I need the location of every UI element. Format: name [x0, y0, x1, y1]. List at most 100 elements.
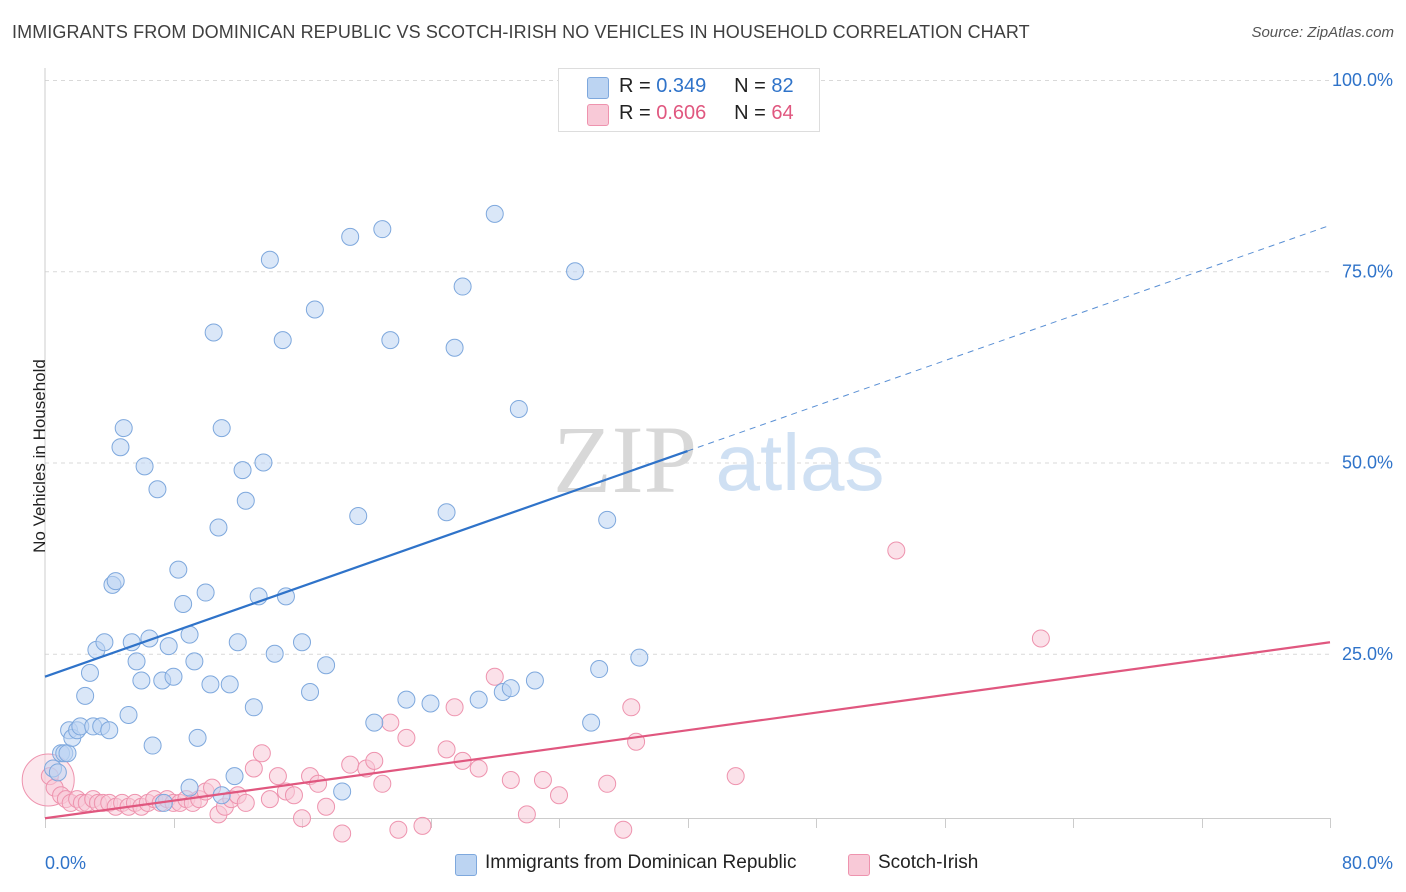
scotch-irish-point — [309, 774, 328, 793]
r-value: 0.349 — [656, 75, 707, 97]
dominican-republic-point — [174, 595, 193, 614]
dominican-republic-point — [373, 220, 392, 239]
scotch-irish-point — [598, 774, 617, 793]
dominican-republic-point — [48, 763, 67, 782]
dominican-republic-point — [127, 652, 146, 671]
axes — [44, 68, 1331, 828]
dominican-republic-point — [135, 457, 154, 476]
dominican-republic-point — [305, 300, 324, 319]
dominican-republic-point — [185, 652, 204, 671]
dominican-republic-point — [80, 663, 99, 682]
dominican-republic-point — [228, 633, 247, 652]
dominican-republic-point — [143, 736, 162, 755]
dominican-republic-point — [58, 744, 77, 763]
dominican-republic-point — [349, 507, 368, 526]
dominican-republic-point — [140, 629, 159, 648]
dominican-republic-point — [381, 331, 400, 350]
dominican-republic-point — [169, 560, 188, 579]
scotch-irish-point — [726, 767, 745, 786]
dominican-republic-point — [180, 778, 199, 797]
dominican-republic-point — [209, 518, 228, 537]
scotch-irish-point — [252, 744, 271, 763]
dominican-republic-point — [445, 338, 464, 357]
dominican-republic-point — [233, 461, 252, 480]
trend-lines — [44, 224, 1331, 820]
scotch-irish-point — [533, 770, 552, 789]
scotch-irish-point — [381, 713, 400, 732]
dominican-republic-point — [188, 728, 207, 747]
blue-swatch — [587, 77, 609, 99]
scotch-irish-point — [365, 751, 384, 770]
dominican-republic-point — [159, 637, 178, 656]
dominican-republic-point — [273, 331, 292, 350]
dominican-republic-point — [437, 503, 456, 522]
dominican-republic-point — [100, 721, 119, 740]
scotch-irish-point — [413, 816, 432, 835]
scotch-irish-point — [485, 667, 504, 686]
scotch-irish-point — [887, 541, 906, 560]
n-label: N = — [734, 102, 772, 124]
watermark: ZIP atlas — [553, 406, 884, 513]
scotch-irish-point — [260, 790, 279, 809]
scotch-irish-point — [268, 767, 287, 786]
dominican-republic-point — [525, 671, 544, 690]
dominican-republic-point — [598, 510, 617, 529]
dominican-republic-trend-line — [44, 449, 688, 678]
blue-swatch — [455, 854, 477, 876]
scotch-irish-trend-line — [44, 641, 1331, 820]
dominican-republic-point — [265, 644, 284, 663]
scotch-irish-point — [284, 786, 303, 805]
dominican-republic-point — [630, 648, 649, 667]
dominican-republic-point — [196, 583, 215, 602]
dominican-republic-point — [582, 713, 601, 732]
dominican-republic-point — [397, 690, 416, 709]
r-label: R = — [619, 102, 657, 124]
dominican-republic-point — [132, 671, 151, 690]
scotch-irish-point — [614, 820, 633, 839]
dominican-republic-point — [590, 660, 609, 679]
dominican-republic-point — [317, 656, 336, 675]
dominican-republic-point — [276, 587, 295, 606]
scotch-irish-point — [317, 797, 336, 816]
scotch-irish-point — [517, 805, 536, 824]
dominican-republic-point — [244, 698, 263, 717]
dominican-republic-point — [106, 572, 125, 591]
dominican-republic-point — [148, 480, 167, 499]
dominican-republic-point — [501, 679, 520, 698]
scotch-irish-point — [1031, 629, 1050, 648]
scotch-irish-point — [373, 774, 392, 793]
dominican-republic-point — [566, 262, 585, 281]
n-value: 82 — [771, 75, 794, 97]
scotch-irish-point — [341, 755, 360, 774]
dominican-republic-point — [453, 277, 472, 296]
x-tick-label: 0.0% — [45, 853, 86, 873]
pink-swatch — [848, 854, 870, 876]
dominican-republic-point — [509, 399, 528, 418]
scotch-irish-point — [469, 759, 488, 778]
scotch-irish-point — [333, 824, 352, 843]
scotch-irish-point — [397, 728, 416, 747]
dominican-republic-point — [201, 675, 220, 694]
dominican-republic-trend-extension — [687, 224, 1331, 452]
pink-swatch — [587, 104, 609, 126]
legend-label: Immigrants from Dominican Republic — [485, 852, 797, 873]
scotch-irish-point — [445, 698, 464, 717]
chart-title: IMMIGRANTS FROM DOMINICAN REPUBLIC VS SC… — [12, 22, 1030, 42]
scotch-irish-point — [550, 786, 568, 805]
n-value: 64 — [771, 102, 794, 124]
dominican-republic-point — [485, 204, 504, 223]
dominican-republic-point — [76, 686, 95, 705]
dominican-republic-point — [254, 453, 273, 472]
dominican-republic-point — [333, 782, 352, 801]
dominican-republic-point — [114, 419, 133, 438]
dominican-republic-point — [119, 705, 138, 724]
scotch-irish-point — [389, 820, 408, 839]
dominican-republic-point — [421, 694, 440, 713]
dominican-republic-point — [469, 690, 488, 709]
scotch-irish-point — [244, 759, 263, 778]
dominican-republic-point — [220, 675, 239, 694]
r-label: R = — [619, 75, 657, 97]
watermark-atlas: atlas — [716, 418, 885, 507]
dominican-republic-point — [111, 438, 130, 457]
